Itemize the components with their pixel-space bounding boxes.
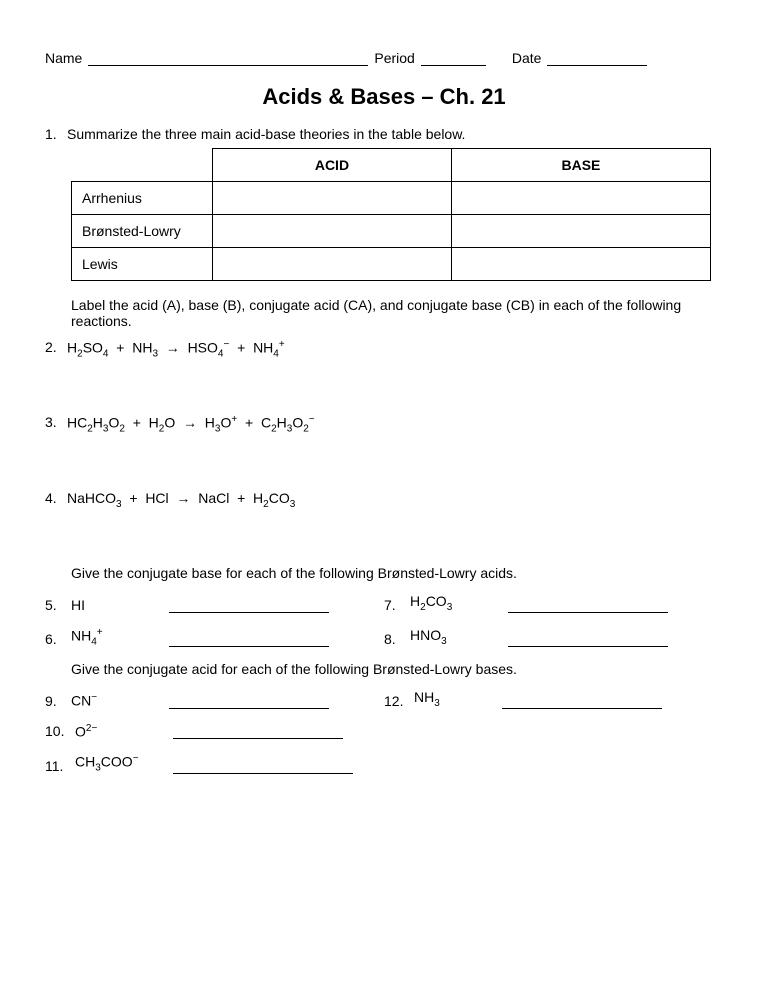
period-label: Period [374,50,414,66]
q3-equation: HC2H3O2 + H2O → H3O+ + C2H3O2− [67,414,723,434]
acid-cell[interactable] [213,215,452,248]
q2-equation: H2SO4 + NH3 → HSO4− + NH4+ [67,339,723,359]
question-12: 12. NH3 [384,689,723,709]
q12-num: 12. [384,693,414,709]
q11-num: 11. [45,758,75,774]
base-header: BASE [451,149,710,182]
blank-header [72,149,213,182]
row-5-7: 5. HI 7. H2CO3 [45,593,723,613]
q3-num: 3. [45,414,67,434]
q12-blank[interactable] [502,694,662,709]
row-label: Arrhenius [72,182,213,215]
q9-num: 9. [45,693,71,709]
q5-num: 5. [45,597,71,613]
name-label: Name [45,50,82,66]
base-cell[interactable] [451,248,710,281]
row-label: Lewis [72,248,213,281]
header-fields: Name Period Date [45,50,723,66]
q10-num: 10. [45,723,75,739]
page-title: Acids & Bases – Ch. 21 [45,84,723,110]
q5-formula: HI [71,597,161,613]
q9-blank[interactable] [169,694,329,709]
date-blank[interactable] [547,51,647,66]
q7-blank[interactable] [508,598,668,613]
acid-header: ACID [213,149,452,182]
q4-num: 4. [45,490,67,510]
q6-formula: NH4+ [71,627,161,647]
question-2: 2. H2SO4 + NH3 → HSO4− + NH4+ [45,339,723,359]
q5-blank[interactable] [169,598,329,613]
question-8: 8. HNO3 [384,627,723,647]
question-7: 7. H2CO3 [384,593,723,613]
q11-blank[interactable] [173,759,353,774]
row-9-12: 9. CN− 12. NH3 [45,689,723,709]
q10-formula: O2− [75,723,165,740]
question-1: 1. Summarize the three main acid-base th… [45,126,723,142]
table-row: Lewis [72,248,711,281]
q6-blank[interactable] [169,632,329,647]
period-blank[interactable] [421,51,486,66]
row-label: Brønsted-Lowry [72,215,213,248]
theory-table: ACID BASE Arrhenius Brønsted-Lowry Lewis [71,148,711,281]
table-row: Arrhenius [72,182,711,215]
question-3: 3. HC2H3O2 + H2O → H3O+ + C2H3O2− [45,414,723,434]
q4-equation: NaHCO3 + HCl → NaCl + H2CO3 [67,490,723,510]
question-9: 9. CN− [45,689,384,709]
question-11: 11. CH3COO− [45,753,723,773]
conj-acid-instructions: Give the conjugate acid for each of the … [71,661,723,677]
q9-formula: CN− [71,692,161,709]
question-6: 6. NH4+ [45,627,384,647]
name-blank[interactable] [88,51,368,66]
label-instructions: Label the acid (A), base (B), conjugate … [71,297,723,329]
date-label: Date [512,50,542,66]
q8-formula: HNO3 [410,627,500,647]
q10-blank[interactable] [173,724,343,739]
q7-num: 7. [384,597,410,613]
base-cell[interactable] [451,182,710,215]
q8-num: 8. [384,631,410,647]
q8-blank[interactable] [508,632,668,647]
question-10: 10. O2− [45,723,723,740]
question-5: 5. HI [45,593,384,613]
acid-cell[interactable] [213,248,452,281]
q12-formula: NH3 [414,689,494,709]
q7-formula: H2CO3 [410,593,500,613]
base-cell[interactable] [451,215,710,248]
question-4: 4. NaHCO3 + HCl → NaCl + H2CO3 [45,490,723,510]
acid-cell[interactable] [213,182,452,215]
conj-base-instructions: Give the conjugate base for each of the … [71,565,723,581]
q11-formula: CH3COO− [75,753,165,773]
table-row: Brønsted-Lowry [72,215,711,248]
row-6-8: 6. NH4+ 8. HNO3 [45,627,723,647]
q6-num: 6. [45,631,71,647]
q2-num: 2. [45,339,67,359]
q1-num: 1. [45,126,67,142]
q1-text: Summarize the three main acid-base theor… [67,126,723,142]
